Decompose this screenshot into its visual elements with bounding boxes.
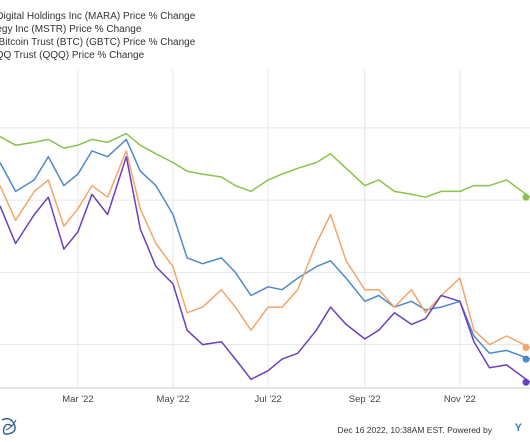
x-tick-label-2: Jul '22 — [255, 394, 282, 405]
legend-item-mstr[interactable]: ategy Inc (MSTR) Price % Change — [0, 23, 530, 36]
footer-timestamp: Dec 16 2022, 10:38AM EST. Powered by — [337, 425, 492, 435]
legend-item-mara[interactable]: n Digital Holdings Inc (MARA) Price % Ch… — [0, 10, 530, 23]
legend-item-qqq[interactable]: QQQ Trust (QQQ) Price % Change — [0, 49, 530, 62]
legend-label-gbtc: le Bitcoin Trust (BTC) (GBTC) Price % Ch… — [0, 37, 196, 48]
x-tick-label-3: Sep '22 — [349, 394, 381, 405]
series-endpoint-0 — [522, 378, 530, 386]
legend-item-gbtc[interactable]: le Bitcoin Trust (BTC) (GBTC) Price % Ch… — [0, 36, 530, 49]
x-axis-ticks: Mar '22 May '22 Jul '22 Sep '22 Nov '22 — [62, 394, 476, 405]
footer-brand[interactable]: Y — [514, 422, 522, 434]
series-line-2 — [0, 138, 530, 360]
series-endpoint-3 — [522, 193, 530, 201]
x-tick-label-1: May '22 — [157, 394, 190, 405]
series-line-3 — [0, 132, 530, 198]
series-endpoint-2 — [522, 355, 530, 363]
x-tick-label-4: Nov '22 — [444, 394, 476, 405]
legend-label-qqq: QQQ Trust (QQQ) Price % Change — [0, 50, 145, 61]
series-line-0 — [0, 155, 530, 383]
vertical-gridlines — [77, 70, 461, 388]
x-tick-label-0: Mar '22 — [62, 394, 93, 405]
horizontal-gridlines — [0, 127, 530, 389]
legend-label-mstr: ategy Inc (MSTR) Price % Change — [0, 24, 142, 35]
legend-label-mara: n Digital Holdings Inc (MARA) Price % Ch… — [0, 11, 196, 22]
legend: n Digital Holdings Inc (MARA) Price % Ch… — [0, 10, 530, 62]
series-line-1 — [0, 150, 530, 349]
ycharts-logo-icon — [1, 417, 17, 435]
series-layer — [0, 132, 530, 386]
series-endpoint-1 — [522, 344, 530, 352]
